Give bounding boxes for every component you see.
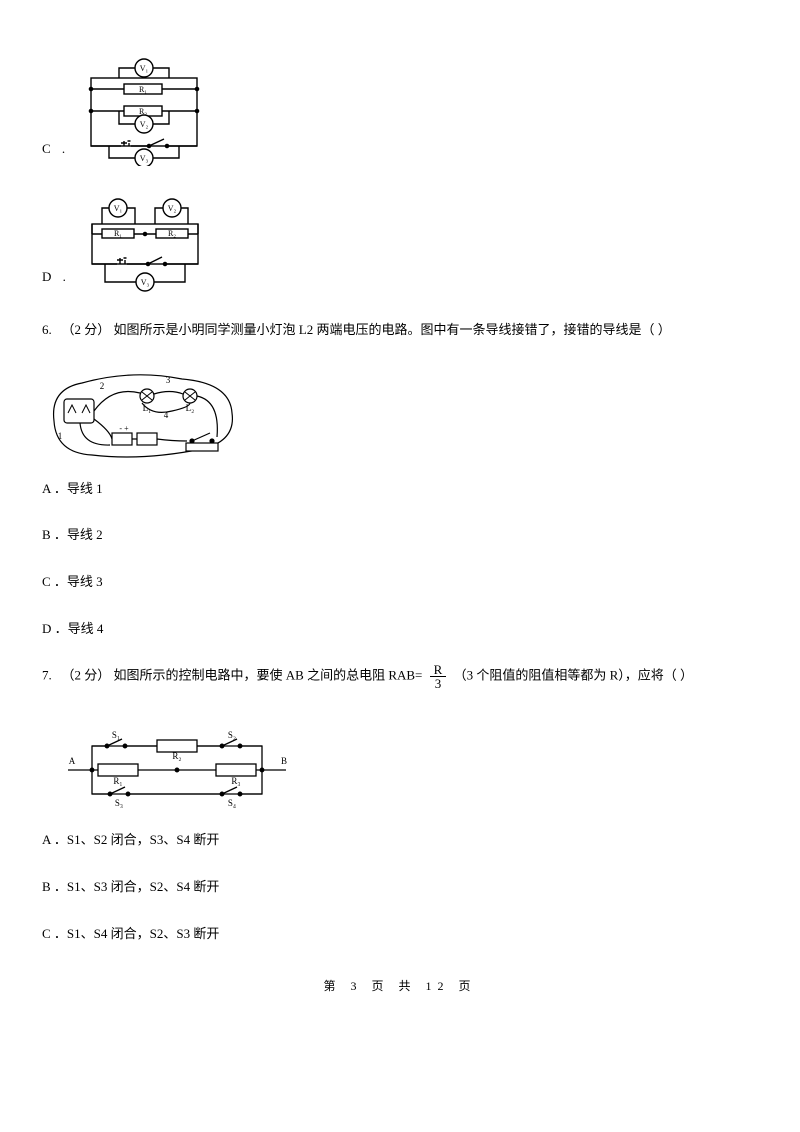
choice-c-row: C . (42, 56, 758, 166)
q7-S3: S₃ (115, 798, 123, 808)
q7-circuit: A B R₁ R₂ R₃ S₁ S₂ S₃ S₄ (62, 714, 292, 814)
d-r1-label: R₁ (114, 229, 122, 238)
q7-frac-num: R (430, 663, 447, 677)
q6-circuit: 2 3 1 4 L₁ L₂ - + (42, 361, 242, 463)
q7-option-c: C ．S1、S4 闭合，S2、S3 断开 (42, 922, 758, 947)
q7-B: B (281, 756, 287, 766)
q7-frac-den: 3 (431, 677, 446, 690)
q7-R2: R₂ (172, 751, 181, 761)
q7-R1: R₁ (113, 776, 122, 786)
q7-S4: S₄ (228, 798, 236, 808)
choice-d-row: D . V₁ V₂ (42, 194, 758, 294)
d-v2-label: V₂ (168, 204, 177, 213)
q7-option-a: A ．S1、S2 闭合，S3、S4 断开 (42, 828, 758, 853)
q7-text1: 如图所示的控制电路中，要使 AB 之间的总电阻 RAB= (114, 668, 423, 683)
c-v1-label: V₁ (140, 64, 149, 73)
q6-wire1: 1 (58, 431, 63, 441)
q6-wire2: 2 (100, 381, 105, 391)
circuit-c: V₁ R₁ R₂ V₂ V₃ (79, 56, 209, 166)
q7-S1: S₁ (112, 730, 120, 740)
q6-wire3: 3 (166, 375, 171, 385)
q7-points: （2 分） (62, 668, 111, 683)
q7-R3: R₃ (231, 776, 240, 786)
c-r2-label: R₂ (139, 107, 147, 116)
q7-fraction: R 3 (430, 663, 447, 690)
footer-total: 12 (426, 979, 450, 993)
question-7: 7. （2 分） 如图所示的控制电路中，要使 AB 之间的总电阻 RAB= R … (42, 663, 758, 690)
q6-L2: L₂ (186, 403, 195, 413)
q6-option-c: C ．导线 3 (42, 570, 758, 595)
svg-text:- +: - + (119, 424, 129, 433)
q6-text: 如图所示是小明同学测量小灯泡 L2 两端电压的电路。图中有一条导线接错了，接错的… (114, 322, 671, 337)
footer-pnum: 3 (350, 979, 362, 993)
footer-mid: 页 共 (371, 979, 416, 993)
choice-c-label: C . (42, 137, 69, 166)
circuit-d: V₁ V₂ R₁ R₂ V₃ (80, 194, 210, 294)
q6-L1: L₁ (143, 403, 152, 413)
d-v1-label: V₁ (114, 204, 123, 213)
q6-num: 6. (42, 322, 52, 337)
c-r1-label: R₁ (139, 85, 147, 94)
choice-d-label: D . (42, 265, 70, 294)
footer-left: 第 (323, 979, 341, 993)
d-v3-label: V₃ (141, 278, 150, 287)
q7-text2: （3 个阻值的阻值相等都为 R），应将（ ） (454, 668, 693, 683)
q6-option-d: D ．导线 4 (42, 617, 758, 642)
q6-wire4: 4 (164, 410, 169, 420)
page-footer: 第 3 页 共 12 页 (42, 975, 758, 998)
question-6: 6. （2 分） 如图所示是小明同学测量小灯泡 L2 两端电压的电路。图中有一条… (42, 318, 758, 343)
q7-num: 7. (42, 668, 52, 683)
q7-S2: S₂ (228, 730, 236, 740)
c-v2-label: V₂ (140, 120, 149, 129)
q6-option-b: B ．导线 2 (42, 523, 758, 548)
q7-A: A (69, 756, 76, 766)
q6-option-a: A ．导线 1 (42, 477, 758, 502)
q6-points: （2 分） (62, 322, 111, 337)
c-v3-label: V₃ (140, 154, 149, 163)
footer-right: 页 (459, 979, 477, 993)
d-r2-label: R₂ (168, 229, 176, 238)
q7-option-b: B ．S1、S3 闭合，S2、S4 断开 (42, 875, 758, 900)
